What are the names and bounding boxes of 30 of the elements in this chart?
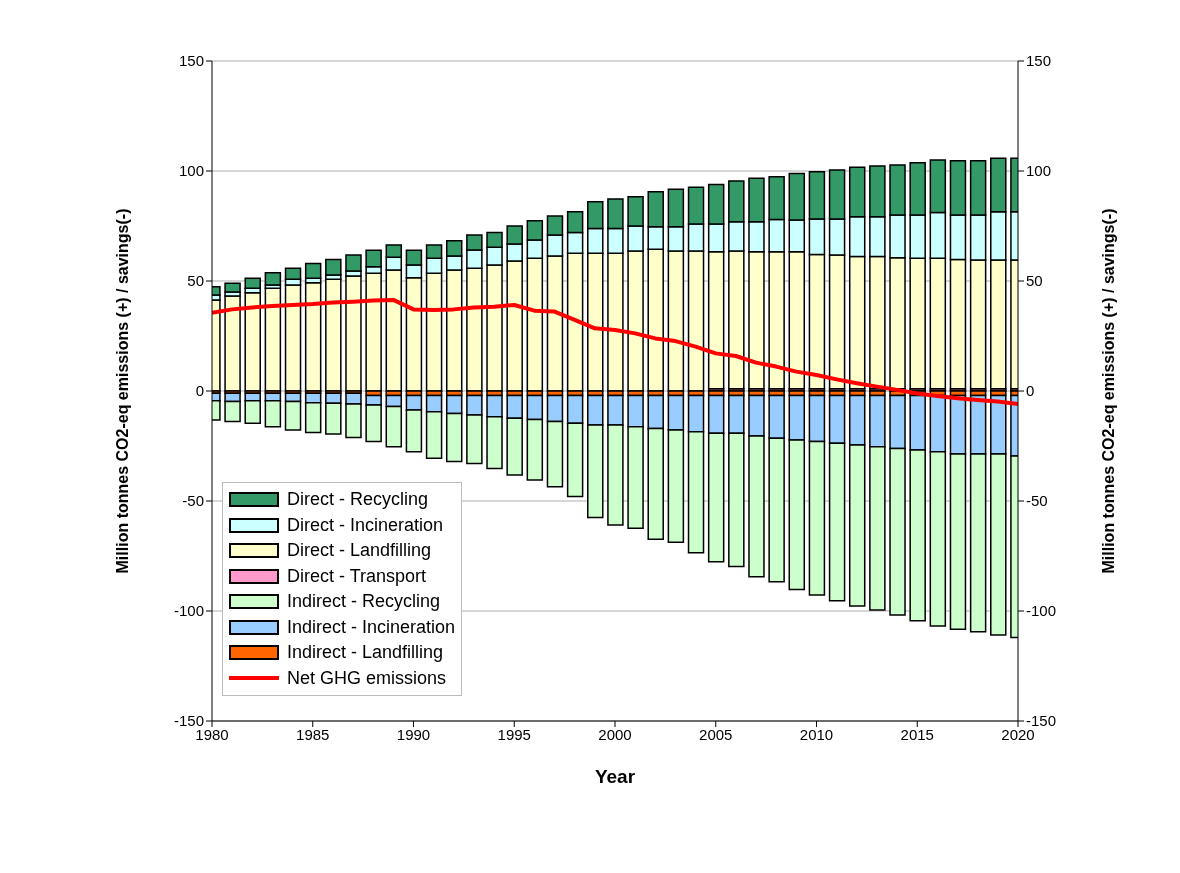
x-tick-label: 1990 (396, 725, 431, 743)
y-tick-label: 0 (195, 382, 204, 400)
y2-axis-title: Million tonnes CO2-eq emissions (+) / savings(-) (1099, 208, 1117, 574)
legend-label: Direct - Transport (287, 565, 427, 587)
legend-label: Indirect - Landfilling (287, 642, 444, 664)
x-axis-title: Year (594, 766, 636, 787)
x-tick-label: 2015 (900, 725, 934, 743)
x-tick-label: 2010 (799, 725, 834, 743)
y-tick-label: -50 (182, 492, 204, 510)
x-tick-label: 2000 (598, 725, 632, 743)
y2-tick-label: -50 (1026, 492, 1048, 510)
legend-label: Indirect - Recycling (287, 591, 441, 613)
y-tick-label: 150 (178, 52, 204, 70)
legend-label: Direct - Incineration (287, 514, 444, 536)
y2-tick-label: 50 (1026, 272, 1043, 290)
y-tick-label: 100 (178, 162, 204, 180)
legend-label: Direct - Landfilling (287, 540, 432, 562)
y-tick-label: -100 (173, 602, 204, 620)
y2-tick-label: -100 (1026, 602, 1057, 620)
y2-tick-label: 100 (1026, 162, 1052, 180)
y-axis-title: Million tonnes CO2-eq emissions (+) / savings(-) (113, 208, 131, 574)
legend-label: Net GHG emissions (287, 667, 447, 689)
y-tick-label: 50 (187, 272, 204, 290)
y2-tick-label: 0 (1026, 382, 1035, 400)
legend-label: Direct - Recycling (287, 489, 429, 511)
y2-tick-label: 150 (1026, 52, 1052, 70)
x-tick-label: 2005 (699, 725, 733, 743)
x-tick-label: 1985 (296, 725, 330, 743)
legend-label: Indirect - Incineration (287, 616, 456, 638)
x-tick-label: 1995 (497, 725, 531, 743)
